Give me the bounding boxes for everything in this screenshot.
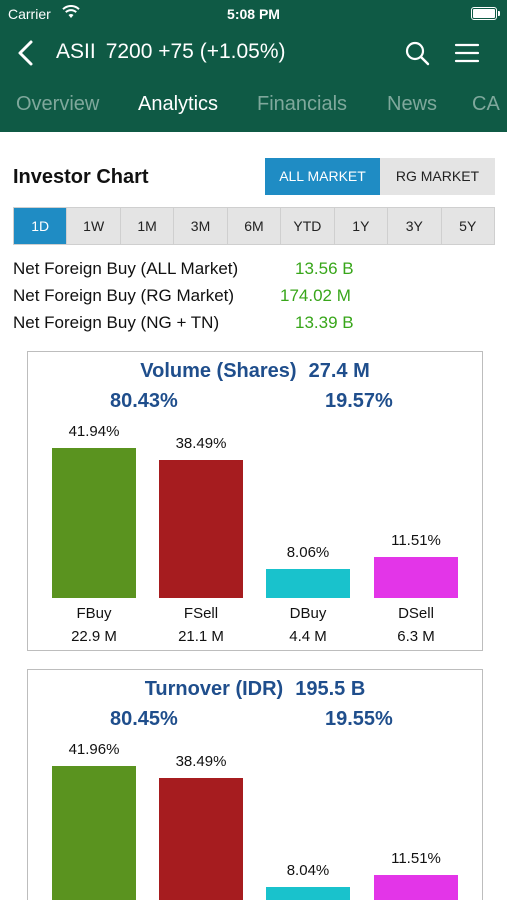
net-foreign-buy-ngtn-label: Net Foreign Buy (NG + TN) bbox=[13, 313, 220, 332]
volume-bar-label-fbuy: 41.94% bbox=[68, 423, 120, 440]
volume-domestic-share: 19.57% bbox=[325, 390, 393, 412]
volume-bar-dbuy bbox=[266, 569, 350, 598]
search-icon[interactable] bbox=[402, 38, 432, 68]
market-toggle: ALL MARKET RG MARKET bbox=[265, 158, 495, 195]
turnover-domestic-share: 19.55% bbox=[325, 708, 393, 730]
volume-bar-fsell bbox=[159, 460, 243, 598]
volume-amount-fbuy: 22.9 M bbox=[71, 628, 117, 645]
turnover-chart-title: Turnover (IDR) 195.5 B bbox=[28, 678, 482, 701]
carrier-label: Carrier bbox=[8, 6, 51, 22]
back-arrow-icon[interactable] bbox=[12, 38, 42, 68]
turnover-bar-dsell bbox=[374, 875, 458, 900]
period-1w-button[interactable]: 1W bbox=[66, 208, 120, 244]
stock-quote: 7200 +75 (+1.05%) bbox=[105, 40, 286, 63]
volume-amount-dsell: 6.3 M bbox=[397, 628, 435, 645]
net-foreign-buy-all-label: Net Foreign Buy (ALL Market) bbox=[13, 259, 239, 278]
clock: 5:08 PM bbox=[227, 6, 280, 22]
period-ytd-button[interactable]: YTD bbox=[280, 208, 334, 244]
volume-bar-fbuy bbox=[52, 448, 136, 598]
period-selector: 1D 1W 1M 3M 6M YTD 1Y 3Y 5Y bbox=[13, 207, 495, 245]
wifi-icon bbox=[62, 5, 80, 22]
tab-analytics[interactable]: Analytics bbox=[138, 93, 219, 115]
volume-bar-dsell bbox=[374, 557, 458, 598]
turnover-foreign-share: 80.45% bbox=[110, 708, 178, 730]
period-3m-button[interactable]: 3M bbox=[173, 208, 227, 244]
period-1d-button[interactable]: 1D bbox=[14, 208, 67, 244]
turnover-bar-fsell bbox=[159, 778, 243, 900]
net-foreign-buy-rg-label: Net Foreign Buy (RG Market) bbox=[13, 286, 235, 305]
hamburger-menu-icon[interactable] bbox=[452, 38, 482, 68]
turnover-chart-card: Turnover (IDR) 195.5 B 80.45% 19.55% 41.9… bbox=[27, 669, 483, 900]
volume-category-fsell: FSell bbox=[183, 605, 219, 622]
rg-market-button[interactable]: RG MARKET bbox=[380, 158, 495, 195]
turnover-chart-name: Turnover (IDR) bbox=[144, 678, 284, 700]
volume-chart-title: Volume (Shares) 27.4 M bbox=[28, 360, 482, 383]
status-bar: Carrier 5:08 PM bbox=[0, 0, 507, 28]
tab-news[interactable]: News bbox=[387, 93, 438, 115]
net-foreign-buy-rg-row: Net Foreign Buy (RG Market) 174.02 M bbox=[13, 286, 373, 306]
turnover-bar-label-dbuy: 8.04% bbox=[286, 862, 330, 879]
period-5y-button[interactable]: 5Y bbox=[440, 208, 494, 244]
turnover-bar-dbuy bbox=[266, 887, 350, 900]
stock-title: ASII 7200 +75 (+1.05%) bbox=[56, 40, 286, 64]
navigation-bar: ASII 7200 +75 (+1.05%) bbox=[0, 28, 507, 78]
volume-amount-dbuy: 4.4 M bbox=[289, 628, 327, 645]
net-foreign-buy-all-value: 13.56 B bbox=[295, 259, 354, 278]
period-3y-button[interactable]: 3Y bbox=[387, 208, 441, 244]
period-6m-button[interactable]: 6M bbox=[226, 208, 281, 244]
volume-category-dbuy: DBuy bbox=[289, 605, 327, 622]
stock-symbol: ASII bbox=[56, 40, 96, 63]
turnover-bar-label-fbuy: 41.96% bbox=[68, 741, 120, 758]
volume-amount-fsell: 21.1 M bbox=[178, 628, 224, 645]
tab-ca[interactable]: CA bbox=[472, 93, 500, 115]
volume-category-dsell: DSell bbox=[398, 605, 434, 622]
volume-foreign-share: 80.43% bbox=[110, 390, 178, 412]
volume-chart-total: 27.4 M bbox=[308, 360, 370, 382]
section-tabs: Overview Analytics Financials News CA bbox=[0, 78, 507, 132]
battery-icon bbox=[471, 7, 500, 20]
volume-chart-card: Volume (Shares) 27.4 M 80.43% 19.57% 41.9… bbox=[27, 351, 483, 651]
net-foreign-buy-rg-value: 174.02 M bbox=[280, 286, 351, 305]
volume-category-fbuy: FBuy bbox=[76, 605, 112, 622]
turnover-bar-fbuy bbox=[52, 766, 136, 900]
volume-bar-label-fsell: 38.49% bbox=[175, 435, 227, 452]
net-foreign-buy-ngtn-row: Net Foreign Buy (NG + TN) 13.39 B bbox=[13, 313, 373, 333]
tab-overview[interactable]: Overview bbox=[16, 93, 100, 115]
volume-bar-label-dbuy: 8.06% bbox=[286, 544, 330, 561]
all-market-button[interactable]: ALL MARKET bbox=[265, 158, 380, 195]
turnover-chart-total: 195.5 B bbox=[295, 678, 366, 700]
net-foreign-buy-ngtn-value: 13.39 B bbox=[295, 313, 354, 332]
tab-financials[interactable]: Financials bbox=[257, 93, 348, 115]
turnover-bar-label-dsell: 11.51% bbox=[391, 850, 441, 867]
period-1y-button[interactable]: 1Y bbox=[333, 208, 388, 244]
volume-bar-label-dsell: 11.51% bbox=[391, 532, 441, 549]
period-1m-button[interactable]: 1M bbox=[119, 208, 174, 244]
investor-chart-title: Investor Chart bbox=[13, 166, 149, 188]
volume-chart-name: Volume (Shares) bbox=[140, 360, 297, 382]
turnover-bar-label-fsell: 38.49% bbox=[175, 753, 227, 770]
net-foreign-buy-all-row: Net Foreign Buy (ALL Market) 13.56 B bbox=[13, 259, 373, 279]
